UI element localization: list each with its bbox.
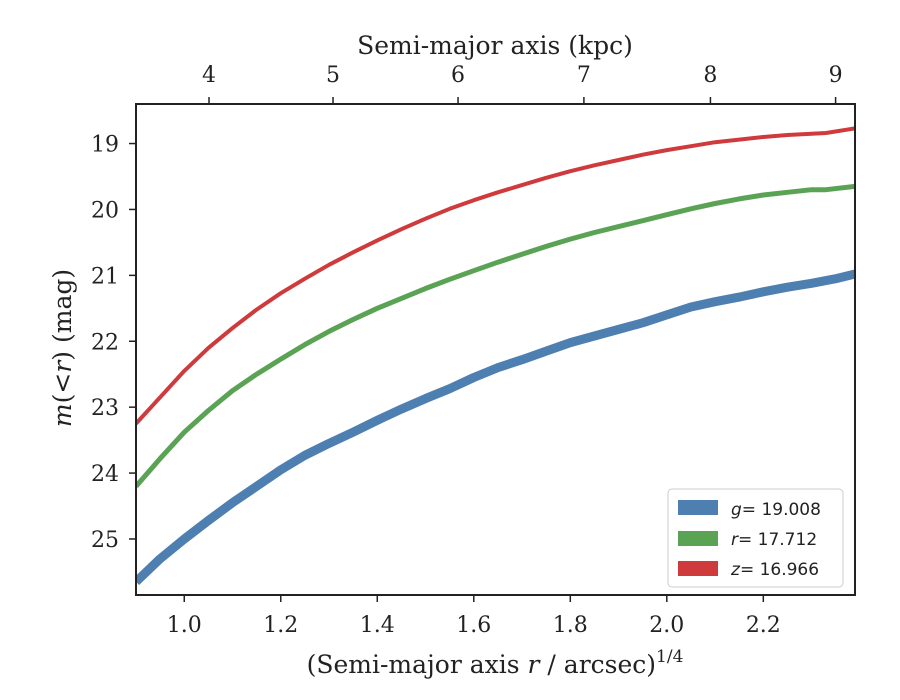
series-line-r	[136, 183, 855, 488]
legend-label-z: z= 16.966	[730, 560, 819, 580]
x-axis-title: (Semi-major axis r / arcsec)1/4	[307, 647, 684, 679]
legend-swatch-r	[678, 531, 718, 546]
y-tick-label: 19	[91, 133, 119, 158]
x-tick-label: 2.2	[746, 613, 781, 638]
legend-label-r: r= 17.712	[731, 530, 817, 550]
x-axis-title-var: r	[528, 650, 542, 679]
x-axis-title-pre: (Semi-major axis	[307, 650, 528, 679]
x-tick-label: 1.0	[167, 613, 202, 638]
legend-swatch-z	[678, 561, 718, 576]
top-tick-label: 7	[577, 63, 591, 88]
series-layer	[136, 126, 855, 586]
series-line-g	[136, 269, 855, 586]
top-tick-label: 6	[451, 63, 465, 88]
top-tick-label: 9	[829, 63, 843, 88]
top-tick-label: 8	[703, 63, 717, 88]
y-axis-title-pre: m	[48, 403, 77, 427]
x-axis-title-post: / arcsec)	[539, 650, 656, 679]
legend-swatch-g	[678, 500, 718, 515]
y-axis-title-post: ) (mag)	[48, 269, 77, 361]
legend-var-z: z	[730, 560, 741, 580]
y-tick-label: 20	[91, 198, 119, 223]
y-tick-label: 22	[91, 330, 119, 355]
plot-frame	[135, 103, 856, 596]
legend: g= 19.008 r= 17.712 z= 16.966	[667, 488, 844, 588]
y-tick-label: 21	[91, 264, 119, 289]
y-axis-title-mid: (<	[48, 373, 77, 404]
legend-var-r: r	[731, 530, 739, 550]
x-tick-label: 1.6	[456, 613, 491, 638]
legend-value-g: = 19.008	[742, 500, 821, 520]
x-tick-label: 2.0	[649, 613, 684, 638]
legend-value-z: = 16.966	[740, 560, 819, 580]
top-tick-label: 4	[202, 63, 216, 88]
series-line-z	[136, 126, 855, 425]
legend-value-r: = 17.712	[738, 530, 817, 550]
y-tick-label: 24	[91, 462, 119, 487]
x-tick-label: 1.8	[553, 613, 588, 638]
x-tick-label: 1.4	[360, 613, 395, 638]
y-axis-title-var: r	[48, 359, 77, 373]
legend-var-g: g	[731, 500, 742, 520]
x-axis-title-sup: 1/4	[656, 647, 683, 667]
x-tick-label: 1.2	[263, 613, 298, 638]
y-tick-label: 25	[91, 528, 119, 553]
ticks-layer: 1.0 1.2 1.4 1.6 1.8 2.0 2.2 19 20 21 22 23 24 25 4 5 6 7 8…	[91, 63, 843, 638]
y-axis-title: m(<r) (mag)	[48, 269, 77, 427]
top-tick-label: 5	[326, 63, 340, 88]
top-axis-title: Semi-major axis (kpc)	[357, 31, 633, 60]
y-tick-label: 23	[91, 396, 119, 421]
legend-label-g: g= 19.008	[731, 500, 821, 520]
